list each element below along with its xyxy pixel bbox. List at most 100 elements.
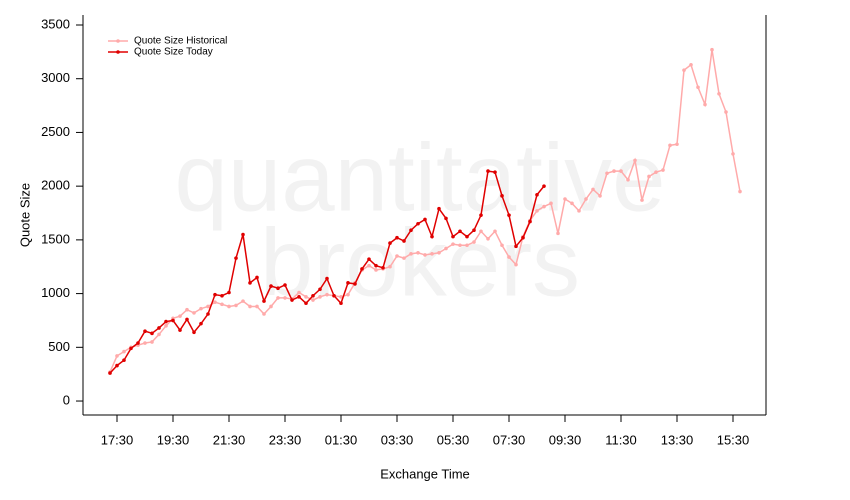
point	[297, 295, 301, 299]
point	[157, 326, 161, 330]
point	[164, 324, 168, 328]
y-tick-label: 1500	[41, 231, 70, 246]
point	[234, 303, 238, 308]
point	[710, 47, 714, 52]
x-tick-label: 05:30	[437, 432, 470, 447]
x-tick-label: 09:30	[549, 432, 582, 447]
point	[556, 231, 560, 236]
y-tick-label: 500	[48, 339, 70, 354]
point	[682, 68, 686, 72]
point	[395, 235, 399, 240]
legend-label: Quote Size Historical	[134, 36, 227, 47]
point	[493, 170, 497, 174]
point	[472, 240, 476, 244]
point	[542, 184, 546, 188]
point	[444, 216, 448, 221]
x-tick-label: 21:30	[213, 432, 246, 447]
point	[171, 318, 175, 323]
point	[430, 234, 434, 239]
legend-marker	[116, 50, 120, 54]
point	[283, 296, 287, 300]
point	[346, 292, 350, 297]
x-tick-label: 19:30	[157, 432, 190, 447]
point	[115, 363, 119, 368]
point	[185, 317, 189, 322]
point	[696, 85, 700, 90]
point	[297, 290, 301, 295]
point	[178, 328, 182, 332]
y-tick-label: 3000	[41, 70, 70, 85]
x-tick-label: 23:30	[269, 432, 302, 447]
point	[255, 275, 259, 280]
point	[367, 263, 371, 268]
point	[654, 170, 658, 174]
point	[542, 204, 546, 209]
x-tick-label: 15:30	[717, 432, 750, 447]
point	[598, 194, 602, 198]
point	[423, 253, 427, 257]
point	[549, 201, 553, 206]
point	[507, 213, 511, 217]
point	[647, 174, 651, 179]
point	[458, 243, 462, 248]
point	[500, 243, 504, 248]
point	[479, 229, 483, 234]
point	[507, 255, 511, 259]
point	[199, 306, 203, 311]
x-axis-title: Exchange Time	[380, 466, 470, 481]
point	[451, 234, 455, 239]
point	[717, 91, 721, 96]
point	[486, 169, 490, 173]
point	[402, 256, 406, 260]
y-tick-label: 1000	[41, 285, 70, 300]
point	[269, 284, 273, 288]
point	[213, 300, 217, 304]
point	[234, 256, 238, 260]
point	[150, 340, 154, 344]
point	[416, 221, 420, 226]
point	[388, 264, 392, 269]
point	[458, 229, 462, 234]
point	[395, 254, 399, 258]
point	[157, 332, 161, 337]
point	[241, 299, 245, 303]
point	[318, 295, 322, 299]
point	[276, 286, 280, 291]
point	[626, 177, 630, 182]
point	[661, 168, 665, 172]
point	[430, 252, 434, 256]
point	[311, 298, 315, 302]
point	[493, 229, 497, 234]
point	[318, 287, 322, 292]
point	[423, 217, 427, 222]
point	[206, 312, 210, 316]
point	[360, 267, 364, 271]
point	[703, 102, 707, 107]
point	[150, 331, 154, 336]
point	[689, 62, 693, 67]
point	[633, 158, 637, 163]
point	[192, 330, 196, 335]
point	[143, 329, 147, 333]
point	[206, 304, 210, 309]
point	[304, 295, 308, 299]
point	[339, 295, 343, 299]
point	[304, 301, 308, 306]
point	[199, 321, 203, 326]
point	[381, 266, 385, 270]
point	[619, 169, 623, 173]
x-tick-label: 03:30	[381, 432, 414, 447]
point	[290, 298, 294, 302]
point	[514, 262, 518, 267]
point	[486, 236, 490, 241]
point	[437, 250, 441, 255]
point	[535, 192, 539, 197]
point	[115, 354, 119, 358]
point	[500, 194, 504, 198]
point	[409, 228, 413, 233]
point	[276, 296, 280, 300]
point	[122, 358, 126, 363]
legend-label: Quote Size Today	[134, 47, 213, 58]
point	[605, 171, 609, 176]
